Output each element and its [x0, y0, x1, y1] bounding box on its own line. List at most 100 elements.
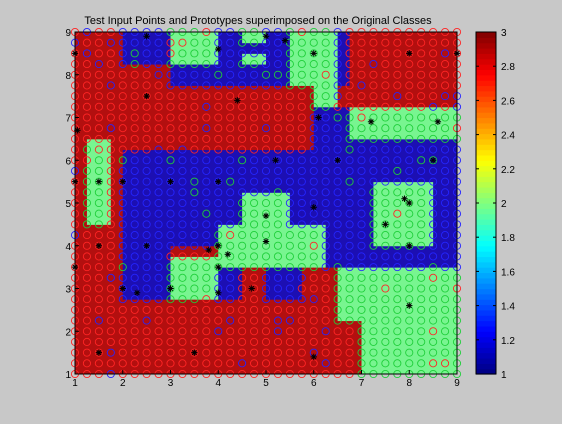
test-point [238, 220, 247, 229]
class-cell [75, 42, 88, 54]
class-cell [373, 320, 386, 332]
class-cell [182, 331, 195, 343]
test-point [381, 295, 390, 304]
class-cell [86, 256, 100, 268]
test-point [154, 102, 163, 111]
class-cell [361, 192, 374, 204]
test-point [405, 156, 414, 165]
colorbar-swatch [476, 101, 496, 108]
class-cell [445, 53, 458, 65]
test-point [261, 284, 271, 293]
test-point [166, 198, 175, 208]
test-point [369, 188, 378, 197]
class-cell [397, 309, 410, 322]
colorbar-swatch [476, 331, 496, 338]
class-cell [421, 181, 434, 193]
test-point [333, 92, 342, 101]
test-point [297, 220, 306, 229]
test-point [118, 241, 127, 250]
test-point [178, 145, 187, 154]
class-cell [158, 128, 171, 140]
class-cell [254, 170, 267, 183]
class-cell [409, 363, 422, 375]
test-point [417, 38, 426, 47]
class-cell [86, 299, 100, 311]
class-cell [242, 363, 255, 375]
class-cell [289, 235, 303, 247]
class-cell [158, 352, 171, 364]
class-cell [421, 299, 434, 311]
test-point [417, 263, 426, 272]
class-cell [194, 128, 207, 140]
class-cell [110, 203, 124, 215]
prototype-stroke [74, 127, 80, 133]
class-cell [98, 235, 112, 247]
class-cell [266, 245, 279, 257]
test-point [166, 359, 175, 368]
test-point [142, 348, 151, 357]
test-point [417, 252, 426, 261]
test-point [238, 327, 247, 336]
class-cell [134, 32, 148, 44]
class-cell [146, 106, 160, 118]
x-tick-label: 1 [72, 378, 78, 389]
class-cell [349, 170, 362, 183]
test-point [202, 273, 211, 282]
test-point [381, 134, 390, 143]
test-point [381, 337, 390, 346]
class-cell [230, 235, 243, 247]
class-cell [337, 213, 351, 225]
class-cell [373, 256, 386, 268]
test-point [405, 145, 414, 154]
class-cell [134, 192, 148, 204]
class-cell [409, 203, 422, 215]
test-point [441, 102, 450, 111]
test-point [166, 145, 175, 154]
class-cell [397, 117, 410, 129]
class-cell [134, 363, 148, 375]
test-point [321, 177, 330, 186]
class-cell [266, 213, 279, 225]
test-point [429, 81, 438, 90]
class-cell [170, 85, 183, 97]
test-point [202, 337, 211, 346]
test-point [94, 92, 103, 101]
test-point [393, 166, 402, 175]
prototype-stroke [382, 221, 388, 227]
class-cell [301, 170, 315, 183]
test-point [261, 177, 271, 186]
class-cell [242, 96, 255, 108]
class-cell [242, 74, 255, 86]
class-cell [182, 267, 195, 279]
test-point [345, 252, 354, 261]
test-point [202, 49, 211, 58]
test-point [130, 81, 139, 90]
class-cell [385, 149, 398, 161]
test-point [250, 252, 259, 261]
class-cell [98, 128, 112, 140]
class-cell [206, 85, 219, 97]
class-cell [325, 170, 339, 183]
test-point [381, 348, 390, 357]
class-cell [313, 203, 327, 215]
prototype [143, 242, 150, 249]
test-point [202, 359, 211, 368]
class-cell [361, 331, 374, 343]
test-point [94, 209, 103, 218]
test-point [82, 102, 91, 111]
test-point [166, 209, 175, 218]
class-cell [433, 160, 446, 172]
test-point [273, 220, 282, 229]
class-cell [361, 224, 374, 236]
class-cell [170, 74, 183, 86]
class-cell [194, 181, 207, 193]
x-tick-label: 9 [454, 378, 460, 389]
test-point [333, 305, 342, 314]
colorbar-tick-label: 2.2 [501, 165, 515, 176]
test-point [405, 124, 414, 133]
class-cell [313, 256, 327, 268]
class-cell [182, 224, 195, 236]
class-cell [182, 74, 195, 86]
test-point [190, 348, 199, 357]
test-point [214, 220, 223, 229]
